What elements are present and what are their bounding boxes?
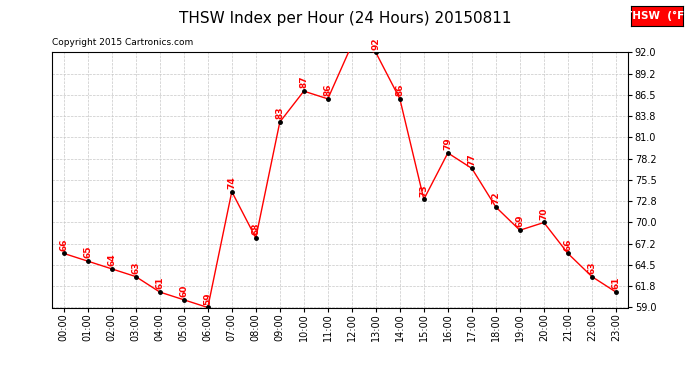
Text: 59: 59 (204, 292, 213, 305)
Text: 93: 93 (0, 374, 1, 375)
Text: 63: 63 (131, 261, 140, 274)
Text: 66: 66 (59, 238, 68, 250)
Text: 86: 86 (395, 84, 404, 96)
Text: 68: 68 (251, 223, 260, 235)
Text: 61: 61 (155, 277, 164, 289)
Text: 64: 64 (107, 254, 117, 266)
Text: 77: 77 (467, 153, 476, 166)
Text: 63: 63 (587, 261, 596, 274)
Text: 61: 61 (611, 277, 620, 289)
Text: 92: 92 (371, 37, 380, 50)
Text: THSW Index per Hour (24 Hours) 20150811: THSW Index per Hour (24 Hours) 20150811 (179, 11, 511, 26)
Text: THSW  (°F): THSW (°F) (625, 11, 689, 21)
Text: Copyright 2015 Cartronics.com: Copyright 2015 Cartronics.com (52, 38, 193, 47)
Text: 72: 72 (491, 192, 500, 204)
Text: 65: 65 (83, 246, 92, 258)
Text: 73: 73 (420, 184, 428, 196)
Text: 69: 69 (515, 215, 524, 228)
Text: 70: 70 (540, 207, 549, 220)
Text: 74: 74 (227, 176, 236, 189)
Text: 66: 66 (563, 238, 573, 250)
Text: 87: 87 (299, 76, 308, 88)
Text: 79: 79 (444, 137, 453, 150)
Text: 83: 83 (275, 107, 284, 119)
Text: 60: 60 (179, 285, 188, 297)
Text: 86: 86 (324, 84, 333, 96)
